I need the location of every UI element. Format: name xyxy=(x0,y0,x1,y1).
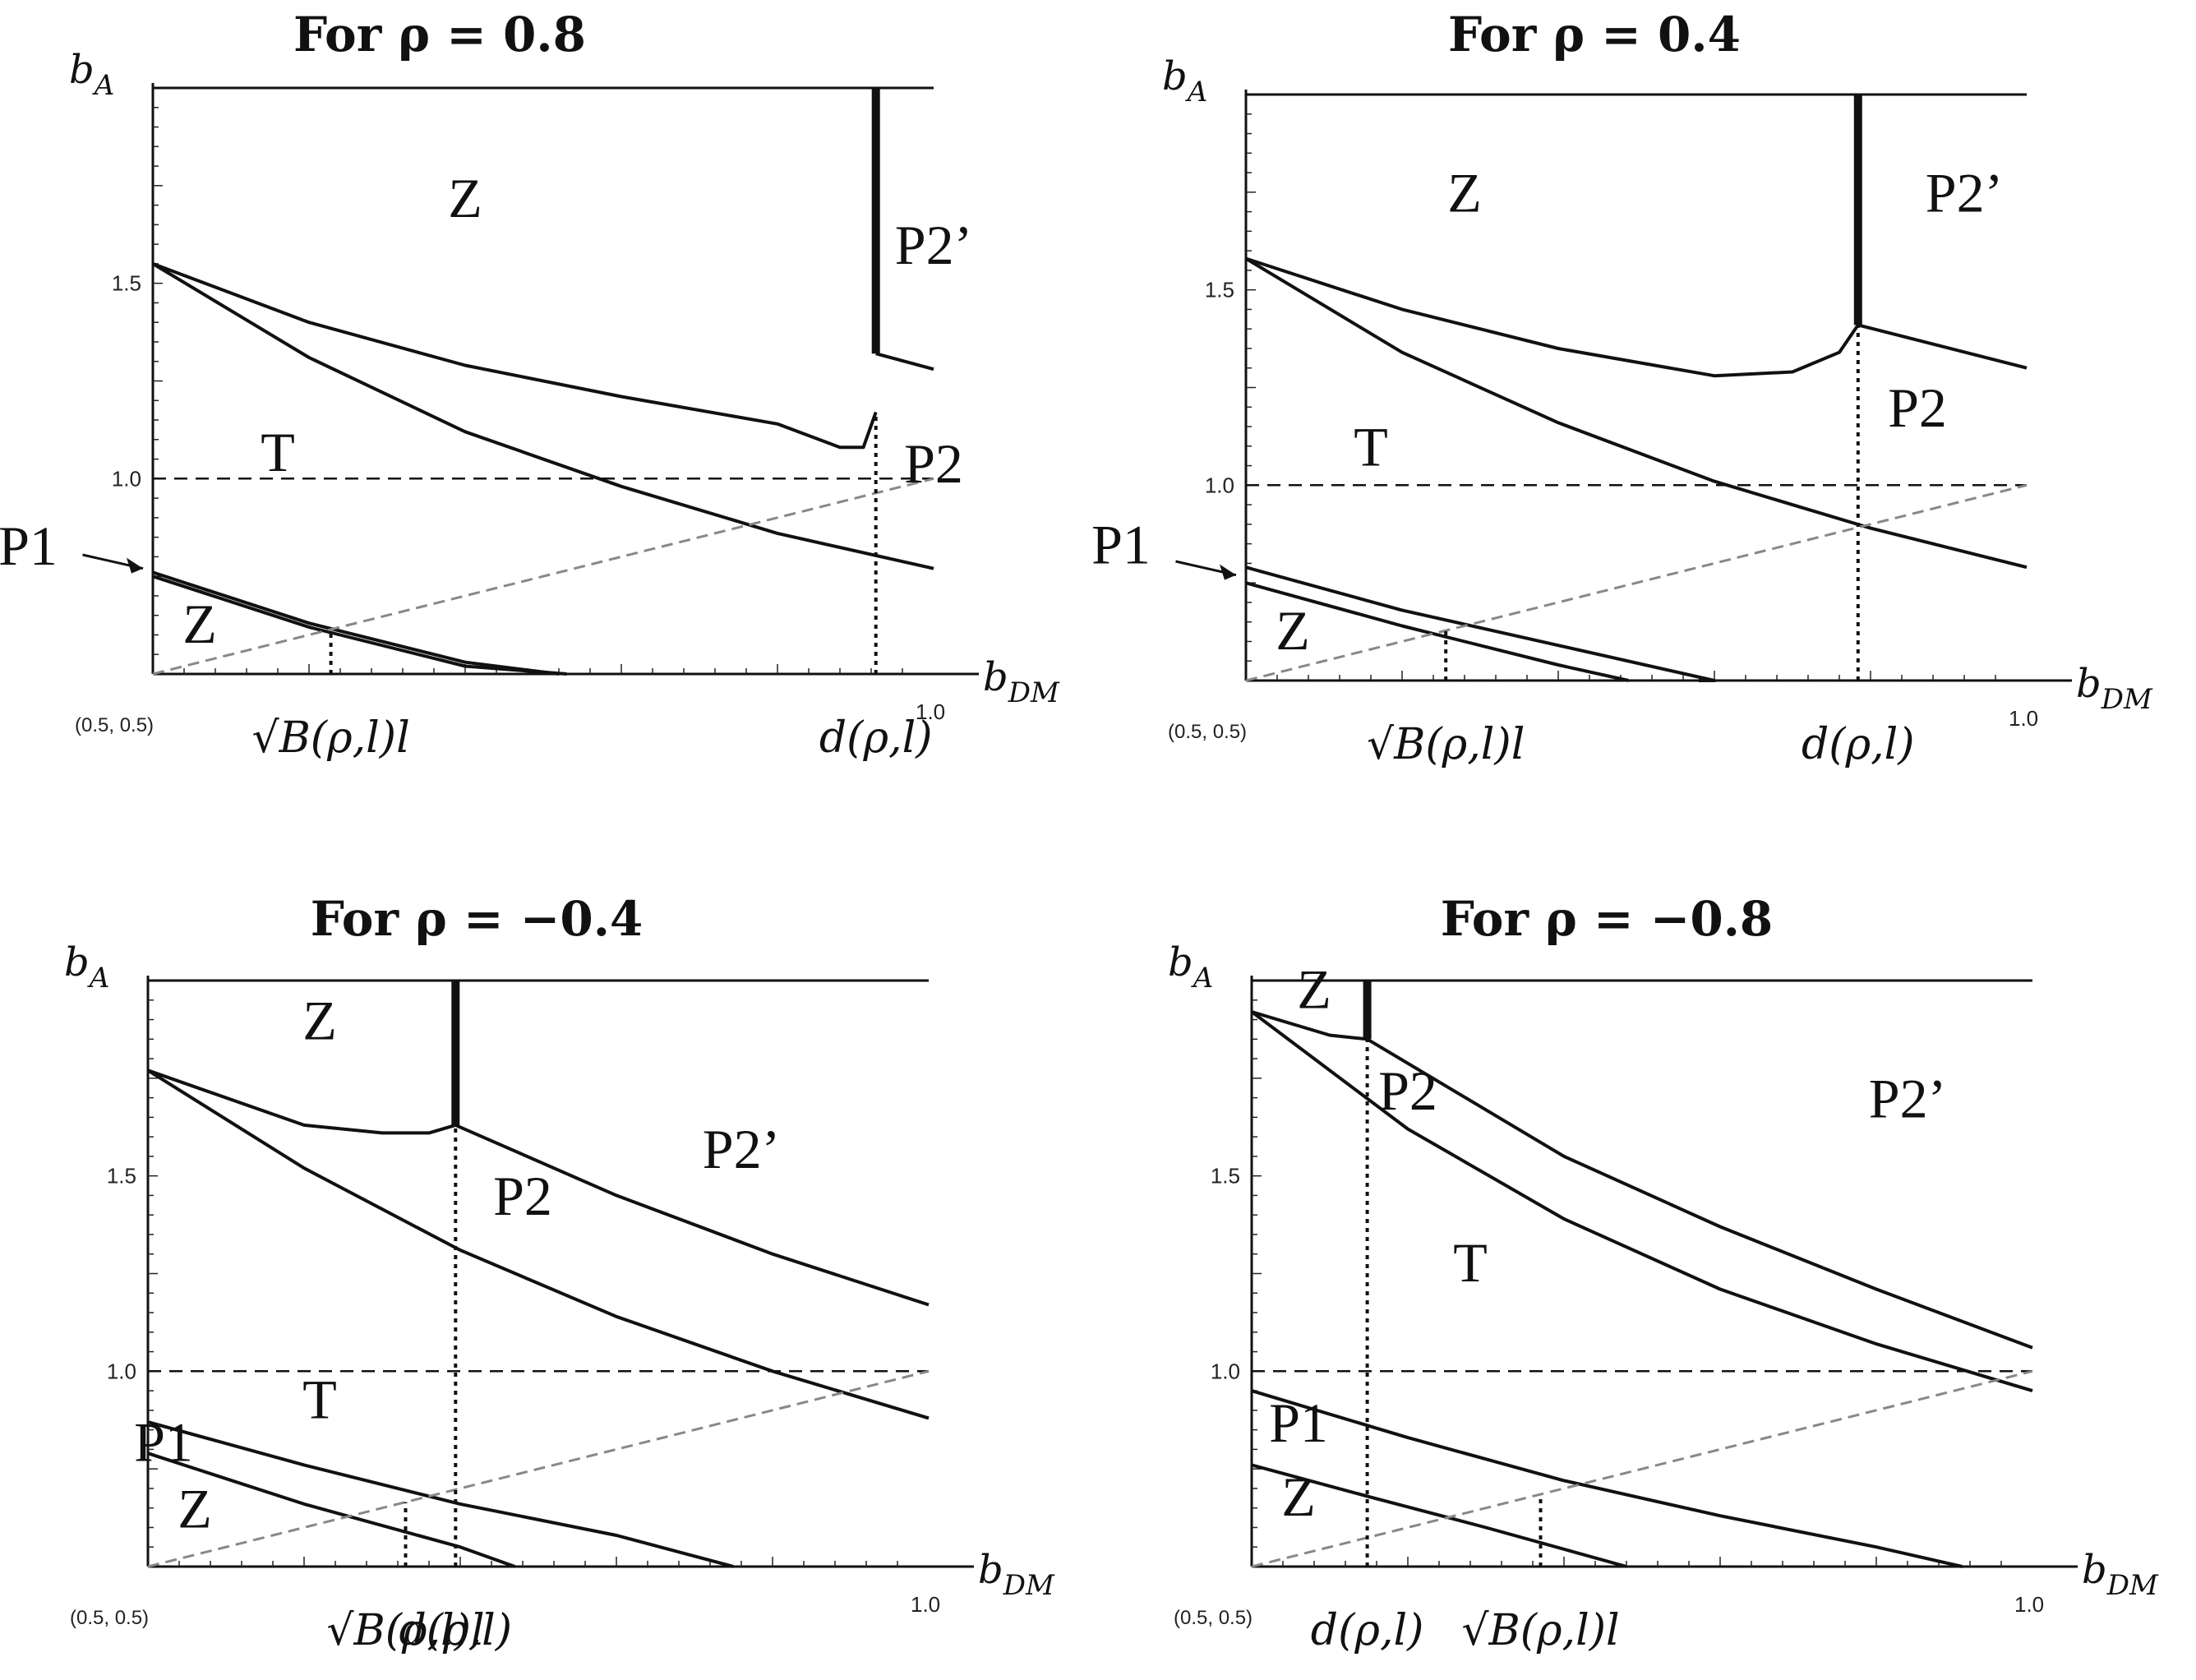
origin-label: (0.5, 0.5) xyxy=(1168,721,1247,743)
x-axis-label-subscript: DM xyxy=(2101,683,2153,716)
origin-label: (0.5, 0.5) xyxy=(70,1607,149,1629)
p1-arrowhead xyxy=(127,557,143,574)
region-label: P1 xyxy=(0,515,58,577)
series-line-solid xyxy=(151,262,934,570)
region-label: Z xyxy=(178,1477,212,1539)
x-axis-label-subscript: DM xyxy=(1003,1569,1055,1602)
region-label: P2’ xyxy=(895,214,972,276)
region-label: T xyxy=(302,1368,337,1430)
chart-title: For ρ = 0.4 xyxy=(1448,7,1741,62)
x-axis-label-subscript: DM xyxy=(1008,676,1060,709)
chart-title: For ρ = 0.8 xyxy=(293,7,586,62)
y-tick-label: 1.0 xyxy=(112,466,141,491)
origin-label: (0.5, 0.5) xyxy=(75,714,154,736)
x-end-label: 1.0 xyxy=(2014,1592,2044,1617)
region-label: P2 xyxy=(1378,1059,1437,1122)
region-label: P1 xyxy=(134,1411,193,1474)
x-annotation-label: d(ρ,l) xyxy=(399,1606,513,1655)
series-line-solid xyxy=(1251,1389,1963,1568)
series-line-solid xyxy=(1251,1463,1627,1568)
region-label: Z xyxy=(1276,599,1310,662)
y-tick-label: 1.5 xyxy=(107,1164,136,1188)
chart-panel-2: For ρ = 0.4 1.5 1.0 bA bDM (0.5, 0.5) 1.0 Z P2’ P… xyxy=(1091,7,2153,769)
x-axis-label-subscript: DM xyxy=(2106,1569,2159,1602)
series-line-solid xyxy=(152,570,560,676)
y-tick-label: 1.0 xyxy=(107,1359,136,1383)
y-tick-label: 1.5 xyxy=(1211,1164,1240,1188)
x-annotation-label: √B(ρ,l)l xyxy=(326,1606,484,1655)
series-line-solid xyxy=(147,1068,456,1135)
region-label: P2 xyxy=(1888,376,1947,439)
y-axis-label-subscript: A xyxy=(1185,76,1208,108)
y-axis-label: bA xyxy=(1162,53,1207,108)
series-line-solid xyxy=(1245,256,1860,378)
p1-arrowhead xyxy=(1220,564,1236,580)
region-label: T xyxy=(1354,416,1388,478)
x-axis-label: bDM xyxy=(983,654,1060,709)
series-line-solid xyxy=(146,1068,930,1420)
chart-panel-1: For ρ = 0.8 1.5 1.0 bA bDM (0.5, 0.5) 1.0 Z P2’ T… xyxy=(0,7,1060,763)
x-annotation-label: d(ρ,l) xyxy=(1311,1606,1424,1655)
series-line-solid xyxy=(147,1452,516,1568)
region-label: P2 xyxy=(493,1165,552,1227)
region-label: P2’ xyxy=(1926,162,2003,224)
y-axis-label: bA xyxy=(1168,939,1213,995)
series-line-solid xyxy=(1251,1010,1368,1041)
region-label: T xyxy=(1453,1231,1488,1294)
series-line-solid xyxy=(875,352,934,372)
region-label: P2 xyxy=(904,432,963,495)
x-end-label: 1.0 xyxy=(2009,706,2038,731)
chart-panel-3: For ρ = −0.4 1.5 1.0 bA bDM (0.5, 0.5) 1.0 Z P2 P… xyxy=(64,891,1055,1655)
chart-title: For ρ = −0.4 xyxy=(311,891,644,947)
x-end-label: 1.0 xyxy=(911,1592,940,1617)
series-line-dashed-gray xyxy=(147,1369,930,1568)
x-axis-label: bDM xyxy=(2082,1547,2159,1602)
series-line-solid xyxy=(454,1124,930,1307)
series-line-solid xyxy=(1250,1010,2033,1393)
y-tick-label: 1.5 xyxy=(1205,278,1234,302)
region-label: Z xyxy=(1281,1465,1316,1528)
series-line-solid xyxy=(1857,323,2028,370)
region-label: P2’ xyxy=(1869,1067,1946,1129)
series-line-dashed-gray xyxy=(1251,1369,2033,1568)
region-label: P1 xyxy=(1269,1392,1328,1454)
x-axis-label: bDM xyxy=(2076,661,2153,716)
series-line-solid xyxy=(147,1420,735,1568)
x-annotation-label: d(ρ,l) xyxy=(1802,720,1915,769)
series-line-solid xyxy=(1245,581,1629,682)
chart-title: For ρ = −0.8 xyxy=(1441,891,1774,947)
origin-label: (0.5, 0.5) xyxy=(1174,1607,1253,1629)
y-tick-label: 1.0 xyxy=(1205,473,1234,497)
y-axis-label-subscript: A xyxy=(92,69,115,102)
region-label: P2’ xyxy=(703,1118,780,1180)
chart-panel-4: For ρ = −0.8 1.5 1.0 bA bDM (0.5, 0.5) 1.0 Z P2 P… xyxy=(1168,891,2159,1655)
series-line-solid xyxy=(1245,565,1716,682)
y-tick-label: 1.0 xyxy=(1211,1359,1240,1383)
series-line-solid xyxy=(152,262,878,450)
x-axis-label: bDM xyxy=(978,1547,1055,1602)
series-line-dashed-gray xyxy=(1245,483,2028,682)
region-label: Z xyxy=(448,167,482,229)
y-axis-label: bA xyxy=(64,939,109,995)
region-label: Z xyxy=(302,989,337,1051)
series-line-dashed-gray xyxy=(152,477,934,676)
series-line-solid xyxy=(1366,1037,2033,1350)
region-label: T xyxy=(261,421,295,483)
y-axis-label-subscript: A xyxy=(87,962,110,995)
region-label: P1 xyxy=(1091,513,1151,575)
x-annotation-label: √B(ρ,l)l xyxy=(251,713,409,763)
region-label: Z xyxy=(1297,958,1331,1020)
y-axis-label: bA xyxy=(69,47,114,102)
x-annotation-label: √B(ρ,l)l xyxy=(1461,1606,1619,1655)
x-end-label: 1.0 xyxy=(916,699,945,724)
x-annotation-label: √B(ρ,l)l xyxy=(1367,720,1525,769)
y-tick-label: 1.5 xyxy=(112,271,141,296)
region-label: Z xyxy=(1447,162,1482,224)
region-label: Z xyxy=(182,593,217,655)
y-axis-label-subscript: A xyxy=(1191,962,1214,995)
series-line-solid xyxy=(152,575,567,676)
x-annotation-label: d(ρ,l) xyxy=(819,713,933,763)
series-line-solid xyxy=(1244,256,2028,570)
